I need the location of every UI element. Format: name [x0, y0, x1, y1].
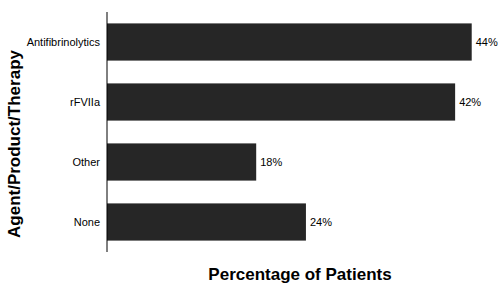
chart-container: Antifibrinolytics 44% rFVIIa 42% Other 18% Non…	[0, 0, 500, 294]
category-label: Antifibrinolytics	[27, 36, 101, 48]
y-axis-title: Agent/Product/Therapy	[5, 49, 24, 238]
category-label: rFVIIa	[70, 96, 101, 108]
bar	[107, 23, 472, 60]
bar	[107, 83, 455, 120]
x-axis-title: Percentage of Patients	[208, 265, 391, 284]
data-label: 42%	[459, 96, 481, 108]
y-axis-line	[107, 12, 108, 252]
bar	[107, 203, 306, 240]
bar	[107, 143, 256, 180]
category-label: Other	[72, 156, 100, 168]
data-label: 24%	[310, 216, 332, 228]
chart: Antifibrinolytics 44% rFVIIa 42% Other 18% Non…	[0, 0, 500, 294]
category-label: None	[74, 216, 100, 228]
data-label: 18%	[260, 156, 282, 168]
bars	[107, 23, 472, 240]
data-label: 44%	[476, 36, 498, 48]
